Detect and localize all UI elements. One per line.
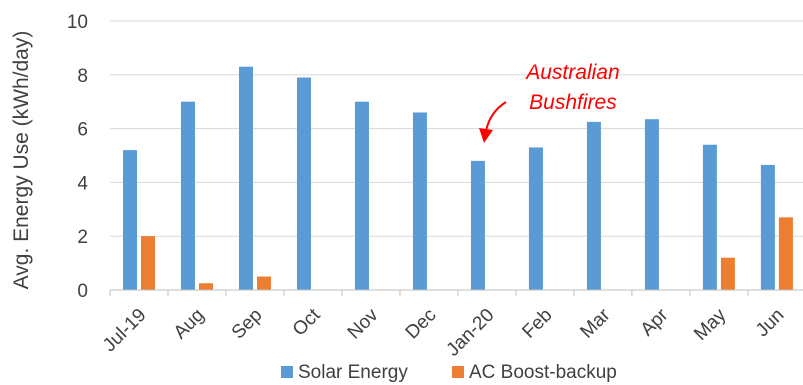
legend-label: Solar Energy <box>298 362 408 383</box>
x-tick-label: Aug <box>170 305 209 344</box>
bar-solar-energy-jun <box>760 164 775 290</box>
bar-ac-boost-backup-sep <box>256 276 271 290</box>
bar-ac-boost-backup-may <box>720 257 735 290</box>
annotation-text-line: Australian <box>524 61 619 84</box>
legend-swatch <box>281 366 293 378</box>
x-tick-label: May <box>690 304 731 345</box>
bar-ac-boost-backup-jun <box>778 217 793 290</box>
bar-solar-energy-may <box>702 144 717 290</box>
legend: Solar Energy AC Boost-backup <box>281 362 617 383</box>
x-tick-label: Jun <box>752 305 789 342</box>
annotation-arrow <box>485 101 507 132</box>
bar-solar-energy-sep <box>238 66 253 290</box>
bar-solar-energy-aug <box>180 101 195 290</box>
y-axis-title: Avg. Energy Use (kWh/day) <box>10 31 33 290</box>
y-tick-label: 4 <box>77 173 88 194</box>
x-tick-labels: Jul-19 Aug Sep Oct Nov Dec Jan-20 Feb Mar Apr May J… <box>99 304 788 360</box>
y-tick-label: 0 <box>77 281 88 302</box>
y-tick-label: 8 <box>77 66 88 87</box>
x-tick-label: Nov <box>344 304 383 343</box>
bar-solar-energy-apr <box>644 119 659 290</box>
bar-solar-energy-nov <box>354 101 369 290</box>
bar-solar-energy-dec <box>412 112 427 291</box>
annotation-arrowhead <box>479 128 493 143</box>
x-tick-label: Jul-19 <box>99 305 150 356</box>
x-tick-label: Mar <box>576 304 614 342</box>
gridlines <box>110 20 803 237</box>
bar-solar-energy-oct <box>296 77 311 291</box>
x-tick-label: Sep <box>228 305 267 344</box>
x-tick-label: Dec <box>402 305 441 344</box>
y-tick-labels: 0 2 4 6 8 10 <box>67 12 89 302</box>
y-tick-label: 10 <box>67 12 88 33</box>
x-tick-label: Oct <box>289 304 325 340</box>
bars <box>122 66 793 291</box>
bar-solar-energy-mar <box>586 121 601 290</box>
y-tick-label: 2 <box>77 227 88 248</box>
bar-solar-energy-jul-19 <box>122 150 137 290</box>
bar-ac-boost-backup-jul-19 <box>140 236 155 290</box>
bar-solar-energy-jan-20 <box>470 160 485 290</box>
annotation-bushfires: Australian Bushfires <box>479 61 620 143</box>
legend-swatch <box>452 366 464 378</box>
annotation-text-line: Bushfires <box>529 91 617 114</box>
legend-label: AC Boost-backup <box>469 362 617 383</box>
bar-ac-boost-backup-aug <box>198 283 213 290</box>
x-tick-label: Apr <box>637 304 673 340</box>
x-tick-label: Jan-20 <box>443 305 499 361</box>
y-tick-label: 6 <box>77 120 88 141</box>
x-tick-label: Feb <box>518 305 556 343</box>
bar-solar-energy-feb <box>528 147 543 290</box>
x-axis <box>109 289 803 296</box>
